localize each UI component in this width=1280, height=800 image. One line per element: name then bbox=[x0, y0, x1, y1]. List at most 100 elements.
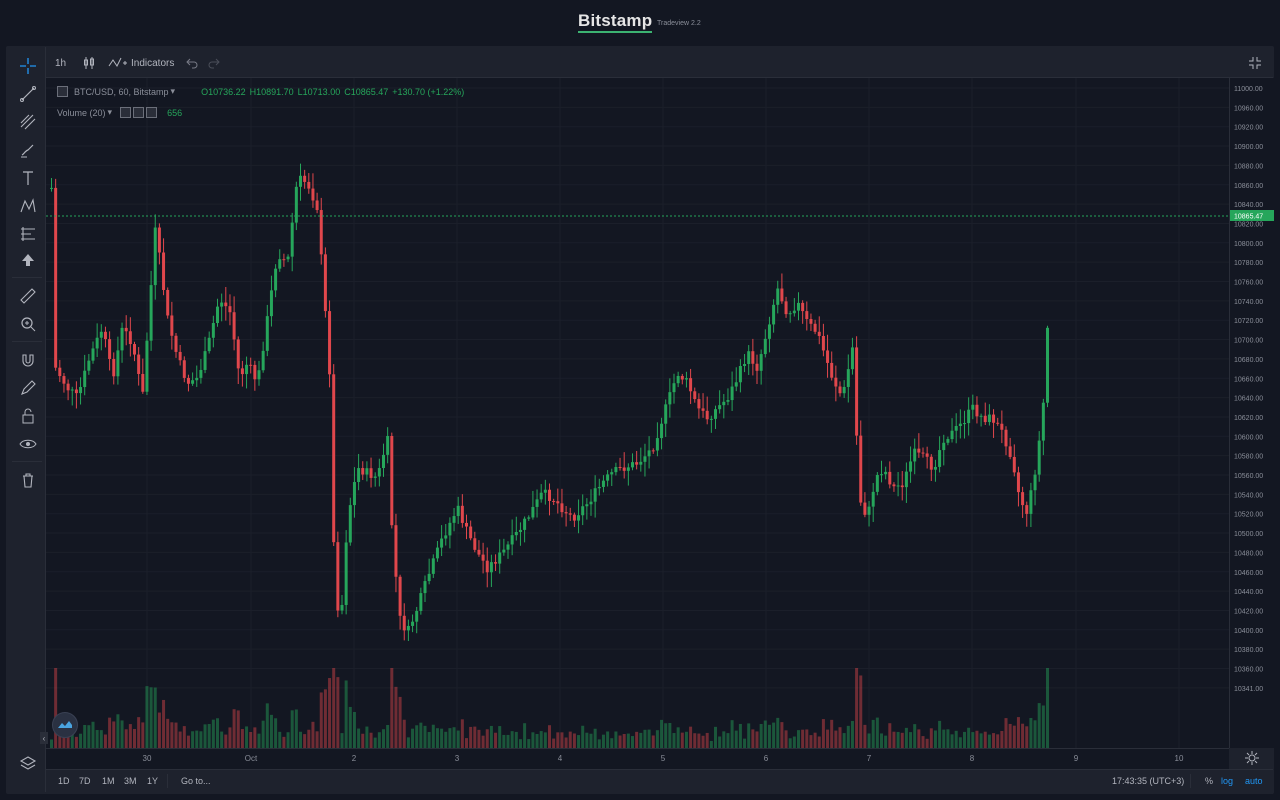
price-axis[interactable]: 11000.00 10960.00 10920.00 10900.00 10880.00… bbox=[1229, 78, 1274, 748]
candle-body bbox=[838, 386, 842, 394]
volume-bar bbox=[294, 709, 298, 748]
volume-bar bbox=[514, 731, 518, 748]
candle-body bbox=[153, 227, 157, 286]
volume-bar bbox=[680, 732, 684, 748]
text-icon[interactable] bbox=[17, 167, 39, 189]
chevron-down-icon[interactable]: ▾ bbox=[107, 107, 113, 117]
volume-label[interactable]: Volume (20) bbox=[57, 107, 106, 118]
undo-icon[interactable] bbox=[186, 54, 198, 72]
projection-icon[interactable] bbox=[17, 223, 39, 245]
log-toggle[interactable]: log bbox=[1221, 776, 1234, 786]
volume-bar bbox=[755, 731, 759, 748]
auto-toggle[interactable]: auto bbox=[1245, 776, 1263, 786]
candle-body bbox=[614, 467, 618, 473]
volume-bar bbox=[211, 719, 215, 748]
magnet-icon[interactable] bbox=[17, 349, 39, 371]
price-tick-label: 10900.00 bbox=[1234, 144, 1263, 151]
volume-bar bbox=[987, 734, 991, 748]
goto-button[interactable]: Go to... bbox=[181, 776, 211, 786]
trendline-icon[interactable] bbox=[17, 83, 39, 105]
arrow-up-icon[interactable] bbox=[17, 249, 39, 271]
symbol-label[interactable]: BTC/USD, 60, Bitstamp bbox=[74, 86, 169, 97]
candle-body bbox=[543, 489, 547, 493]
volume-bar bbox=[1037, 703, 1041, 748]
candle-body bbox=[103, 331, 107, 340]
candle-body bbox=[867, 506, 871, 515]
volume-bar bbox=[1029, 717, 1033, 748]
volume-bar bbox=[909, 732, 913, 748]
volume-bar bbox=[423, 725, 427, 748]
layers-icon[interactable] bbox=[17, 753, 39, 775]
volume-bar bbox=[220, 731, 224, 748]
eye-icon[interactable] bbox=[120, 107, 132, 118]
percent-toggle[interactable]: % bbox=[1205, 776, 1214, 786]
zoom-icon[interactable] bbox=[17, 313, 39, 335]
candle-body bbox=[1029, 490, 1033, 514]
volume-bar bbox=[481, 735, 485, 748]
range-1d[interactable]: 1D bbox=[58, 776, 70, 786]
volume-bar bbox=[216, 718, 219, 748]
range-3m[interactable]: 3M bbox=[124, 776, 137, 786]
volume-bar bbox=[386, 724, 390, 748]
volume-bar bbox=[552, 738, 556, 748]
volume-bar bbox=[290, 710, 294, 748]
candle-body bbox=[332, 374, 336, 543]
candles-icon[interactable] bbox=[82, 54, 96, 72]
current-price-tag bbox=[1230, 210, 1274, 221]
volume-bar bbox=[245, 726, 249, 748]
volume-bar bbox=[539, 731, 543, 748]
range-7d[interactable]: 7D bbox=[79, 776, 91, 786]
candle-body bbox=[610, 472, 614, 475]
ruler-icon[interactable] bbox=[17, 285, 39, 307]
volume-bar bbox=[904, 727, 908, 748]
stay-drawing-icon[interactable] bbox=[17, 377, 39, 399]
interval-selector[interactable]: 1h bbox=[55, 57, 67, 69]
volume-bar bbox=[240, 729, 244, 748]
chevron-left-icon[interactable]: ‹ bbox=[40, 732, 48, 744]
range-1y[interactable]: 1Y bbox=[147, 776, 159, 786]
candle-body bbox=[70, 389, 74, 391]
candle-body bbox=[382, 454, 385, 469]
volume-bar bbox=[780, 722, 784, 748]
candle-body bbox=[303, 175, 307, 182]
candle-body bbox=[440, 538, 444, 548]
price-tick-label: 10720.00 bbox=[1234, 318, 1263, 325]
eye-icon[interactable] bbox=[17, 433, 39, 455]
candle-body bbox=[91, 348, 95, 361]
tradingview-logo-icon[interactable] bbox=[52, 712, 78, 738]
bottom-toolbar: 1D 7D 1M 3M 1Y Go to... 17:43:35 (UTC+3)… bbox=[46, 769, 1273, 794]
price-tick-label: 10680.00 bbox=[1234, 357, 1263, 364]
candle-body bbox=[99, 331, 103, 338]
range-1m[interactable]: 1M bbox=[102, 776, 115, 786]
time-tick-label: 9 bbox=[1074, 754, 1079, 763]
volume-bar bbox=[390, 668, 394, 748]
volume-bar bbox=[124, 729, 128, 748]
fullscreen-icon[interactable] bbox=[1248, 54, 1262, 72]
price-tick-label: 10540.00 bbox=[1234, 492, 1263, 499]
time-axis[interactable]: 30 Oct 2 3 4 5 6 7 8 9 10 bbox=[46, 748, 1229, 769]
volume-bar bbox=[792, 736, 796, 748]
candle-body bbox=[157, 227, 161, 253]
brush-icon[interactable] bbox=[17, 139, 39, 161]
candle-body bbox=[834, 377, 838, 387]
collapse-legend-icon[interactable] bbox=[57, 86, 68, 97]
chevron-down-icon[interactable]: ▾ bbox=[170, 86, 176, 96]
close-icon[interactable] bbox=[146, 107, 158, 118]
indicators-button[interactable]: Indicators bbox=[108, 54, 174, 72]
crosshair-icon[interactable] bbox=[17, 55, 39, 77]
candle-body bbox=[913, 448, 917, 462]
chart-pane[interactable] bbox=[46, 78, 1229, 748]
volume-bar bbox=[743, 738, 747, 748]
fib-icon[interactable] bbox=[17, 111, 39, 133]
settings-gear-icon[interactable] bbox=[1244, 750, 1260, 766]
volume-bar bbox=[709, 740, 713, 748]
volume-bar bbox=[548, 725, 551, 748]
lock-icon[interactable] bbox=[17, 405, 39, 427]
redo-icon[interactable] bbox=[208, 54, 220, 72]
candle-body bbox=[718, 405, 722, 410]
trash-icon[interactable] bbox=[17, 469, 39, 491]
gear-icon[interactable] bbox=[133, 107, 145, 118]
pattern-icon[interactable] bbox=[17, 195, 39, 217]
high-value: H10891.70 bbox=[249, 86, 294, 97]
volume-bar bbox=[855, 668, 859, 748]
